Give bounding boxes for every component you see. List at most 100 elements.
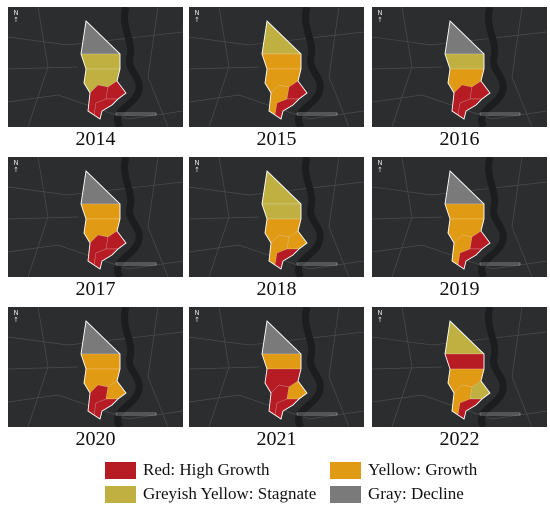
north-arrow-icon: N ↑ <box>13 9 19 24</box>
map-panel-2017: N ↑ 2017 <box>8 157 183 300</box>
district-outline <box>444 320 491 420</box>
district-outline <box>261 20 308 120</box>
year-label: 2014 <box>75 128 116 150</box>
road-line <box>391 7 413 127</box>
legend-item-high-growth: Red: High Growth <box>105 460 270 480</box>
scale-bar <box>115 412 157 416</box>
road-line <box>8 181 183 196</box>
map-canvas <box>372 307 547 427</box>
zone-upper <box>444 353 485 370</box>
year-label: 2015 <box>256 128 297 150</box>
river <box>295 157 324 277</box>
map-image: N ↑ <box>8 7 183 127</box>
district-outline <box>80 320 127 420</box>
zone-top <box>261 320 302 355</box>
river <box>295 7 324 127</box>
north-arrow-icon: N ↑ <box>194 9 200 24</box>
map-panel-2019: N ↑ 2019 <box>372 157 547 300</box>
year-label: 2018 <box>256 278 297 300</box>
scale-bar <box>296 262 338 266</box>
map-image: N ↑ <box>8 307 183 427</box>
road-line <box>8 66 79 70</box>
road-line <box>372 331 547 346</box>
map-canvas <box>189 157 364 277</box>
year-label: 2022 <box>439 428 480 450</box>
road-line <box>208 7 230 127</box>
scale-bar <box>115 112 157 116</box>
road-line <box>208 307 230 427</box>
legend: Red: High Growth Yellow: Growth Greyish … <box>105 460 505 506</box>
zone-upper <box>80 53 121 70</box>
road-line <box>511 307 533 427</box>
district-outline <box>80 170 127 270</box>
map-canvas <box>8 157 183 277</box>
map-canvas <box>8 307 183 427</box>
road-line <box>189 31 364 46</box>
river <box>114 307 143 427</box>
north-label: N <box>377 159 383 167</box>
map-image: N ↑ <box>372 307 547 427</box>
legend-swatch-greyish-yellow <box>105 485 136 503</box>
zone-upper <box>80 353 121 370</box>
map-image: N ↑ <box>372 157 547 277</box>
road-line <box>391 157 413 277</box>
road-line <box>189 66 260 70</box>
river <box>478 7 507 127</box>
district-outline <box>444 20 491 120</box>
map-image: N ↑ <box>189 157 364 277</box>
year-label: 2016 <box>439 128 480 150</box>
north-label: N <box>377 9 383 17</box>
north-arrow-icon: N ↑ <box>377 9 383 24</box>
road-line <box>8 331 183 346</box>
north-label: N <box>13 309 19 317</box>
zone-upper <box>261 353 302 370</box>
year-label: 2017 <box>75 278 116 300</box>
map-image: N ↑ <box>189 307 364 427</box>
road-line <box>391 307 413 427</box>
zone-top <box>444 170 485 205</box>
district-outline <box>261 320 308 420</box>
map-panel-2020: N ↑ 2020 <box>8 307 183 450</box>
north-arrow-icon: N ↑ <box>13 309 19 324</box>
map-image: N ↑ <box>372 7 547 127</box>
legend-item-stagnate: Greyish Yellow: Stagnate <box>105 484 316 504</box>
legend-item-growth: Yellow: Growth <box>330 460 477 480</box>
road-line <box>147 7 169 127</box>
map-panel-2021: N ↑ 2021 <box>189 307 364 450</box>
zone-upper <box>444 53 485 70</box>
zone-upper <box>261 203 302 220</box>
road-line <box>372 181 547 196</box>
legend-item-decline: Gray: Decline <box>330 484 464 504</box>
legend-label-decline: Gray: Decline <box>368 484 464 503</box>
road-line <box>372 366 443 370</box>
legend-label-stagnate: Greyish Yellow: Stagnate <box>143 484 317 503</box>
scale-bar <box>479 412 521 416</box>
map-panel-2022: N ↑ 2022 <box>372 307 547 450</box>
road-line <box>189 366 260 370</box>
scale-bar <box>115 262 157 266</box>
road-line <box>328 307 350 427</box>
scale-bar <box>296 412 338 416</box>
road-line <box>328 7 350 127</box>
legend-swatch-red <box>105 461 136 479</box>
river <box>295 307 324 427</box>
map-image: N ↑ <box>189 7 364 127</box>
scale-bar <box>479 112 521 116</box>
map-panel-2015: N ↑ 2015 <box>189 7 364 150</box>
north-arrow-icon: N ↑ <box>377 309 383 324</box>
river <box>114 7 143 127</box>
road-line <box>8 216 79 220</box>
road-line <box>208 157 230 277</box>
river <box>478 157 507 277</box>
road-line <box>147 307 169 427</box>
map-canvas <box>372 7 547 127</box>
road-line <box>372 216 443 220</box>
zone-upper <box>261 53 302 70</box>
road-line <box>189 331 364 346</box>
district-outline <box>444 170 491 270</box>
zone-top <box>261 20 302 55</box>
year-label: 2020 <box>75 428 116 450</box>
zone-top <box>80 170 121 205</box>
road-line <box>511 157 533 277</box>
road-line <box>27 7 49 127</box>
